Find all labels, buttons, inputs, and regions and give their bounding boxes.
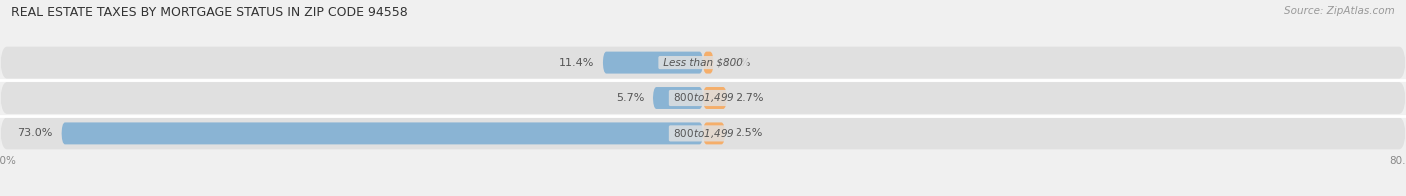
Text: 5.7%: 5.7% xyxy=(616,93,644,103)
FancyBboxPatch shape xyxy=(62,122,703,144)
Text: Less than $800: Less than $800 xyxy=(659,58,747,68)
Text: 1.2%: 1.2% xyxy=(723,58,751,68)
Text: 2.5%: 2.5% xyxy=(734,128,762,138)
FancyBboxPatch shape xyxy=(703,87,727,109)
Text: $800 to $1,499: $800 to $1,499 xyxy=(671,92,735,104)
Text: 11.4%: 11.4% xyxy=(558,58,593,68)
FancyBboxPatch shape xyxy=(0,47,1406,79)
Text: REAL ESTATE TAXES BY MORTGAGE STATUS IN ZIP CODE 94558: REAL ESTATE TAXES BY MORTGAGE STATUS IN … xyxy=(11,6,408,19)
Legend: Without Mortgage, With Mortgage: Without Mortgage, With Mortgage xyxy=(596,193,810,196)
Text: $800 to $1,499: $800 to $1,499 xyxy=(671,127,735,140)
FancyBboxPatch shape xyxy=(0,82,1406,114)
Text: 2.7%: 2.7% xyxy=(735,93,763,103)
Text: Source: ZipAtlas.com: Source: ZipAtlas.com xyxy=(1284,6,1395,16)
FancyBboxPatch shape xyxy=(703,52,713,74)
FancyBboxPatch shape xyxy=(703,122,725,144)
FancyBboxPatch shape xyxy=(652,87,703,109)
FancyBboxPatch shape xyxy=(0,117,1406,149)
Text: 73.0%: 73.0% xyxy=(17,128,53,138)
FancyBboxPatch shape xyxy=(603,52,703,74)
